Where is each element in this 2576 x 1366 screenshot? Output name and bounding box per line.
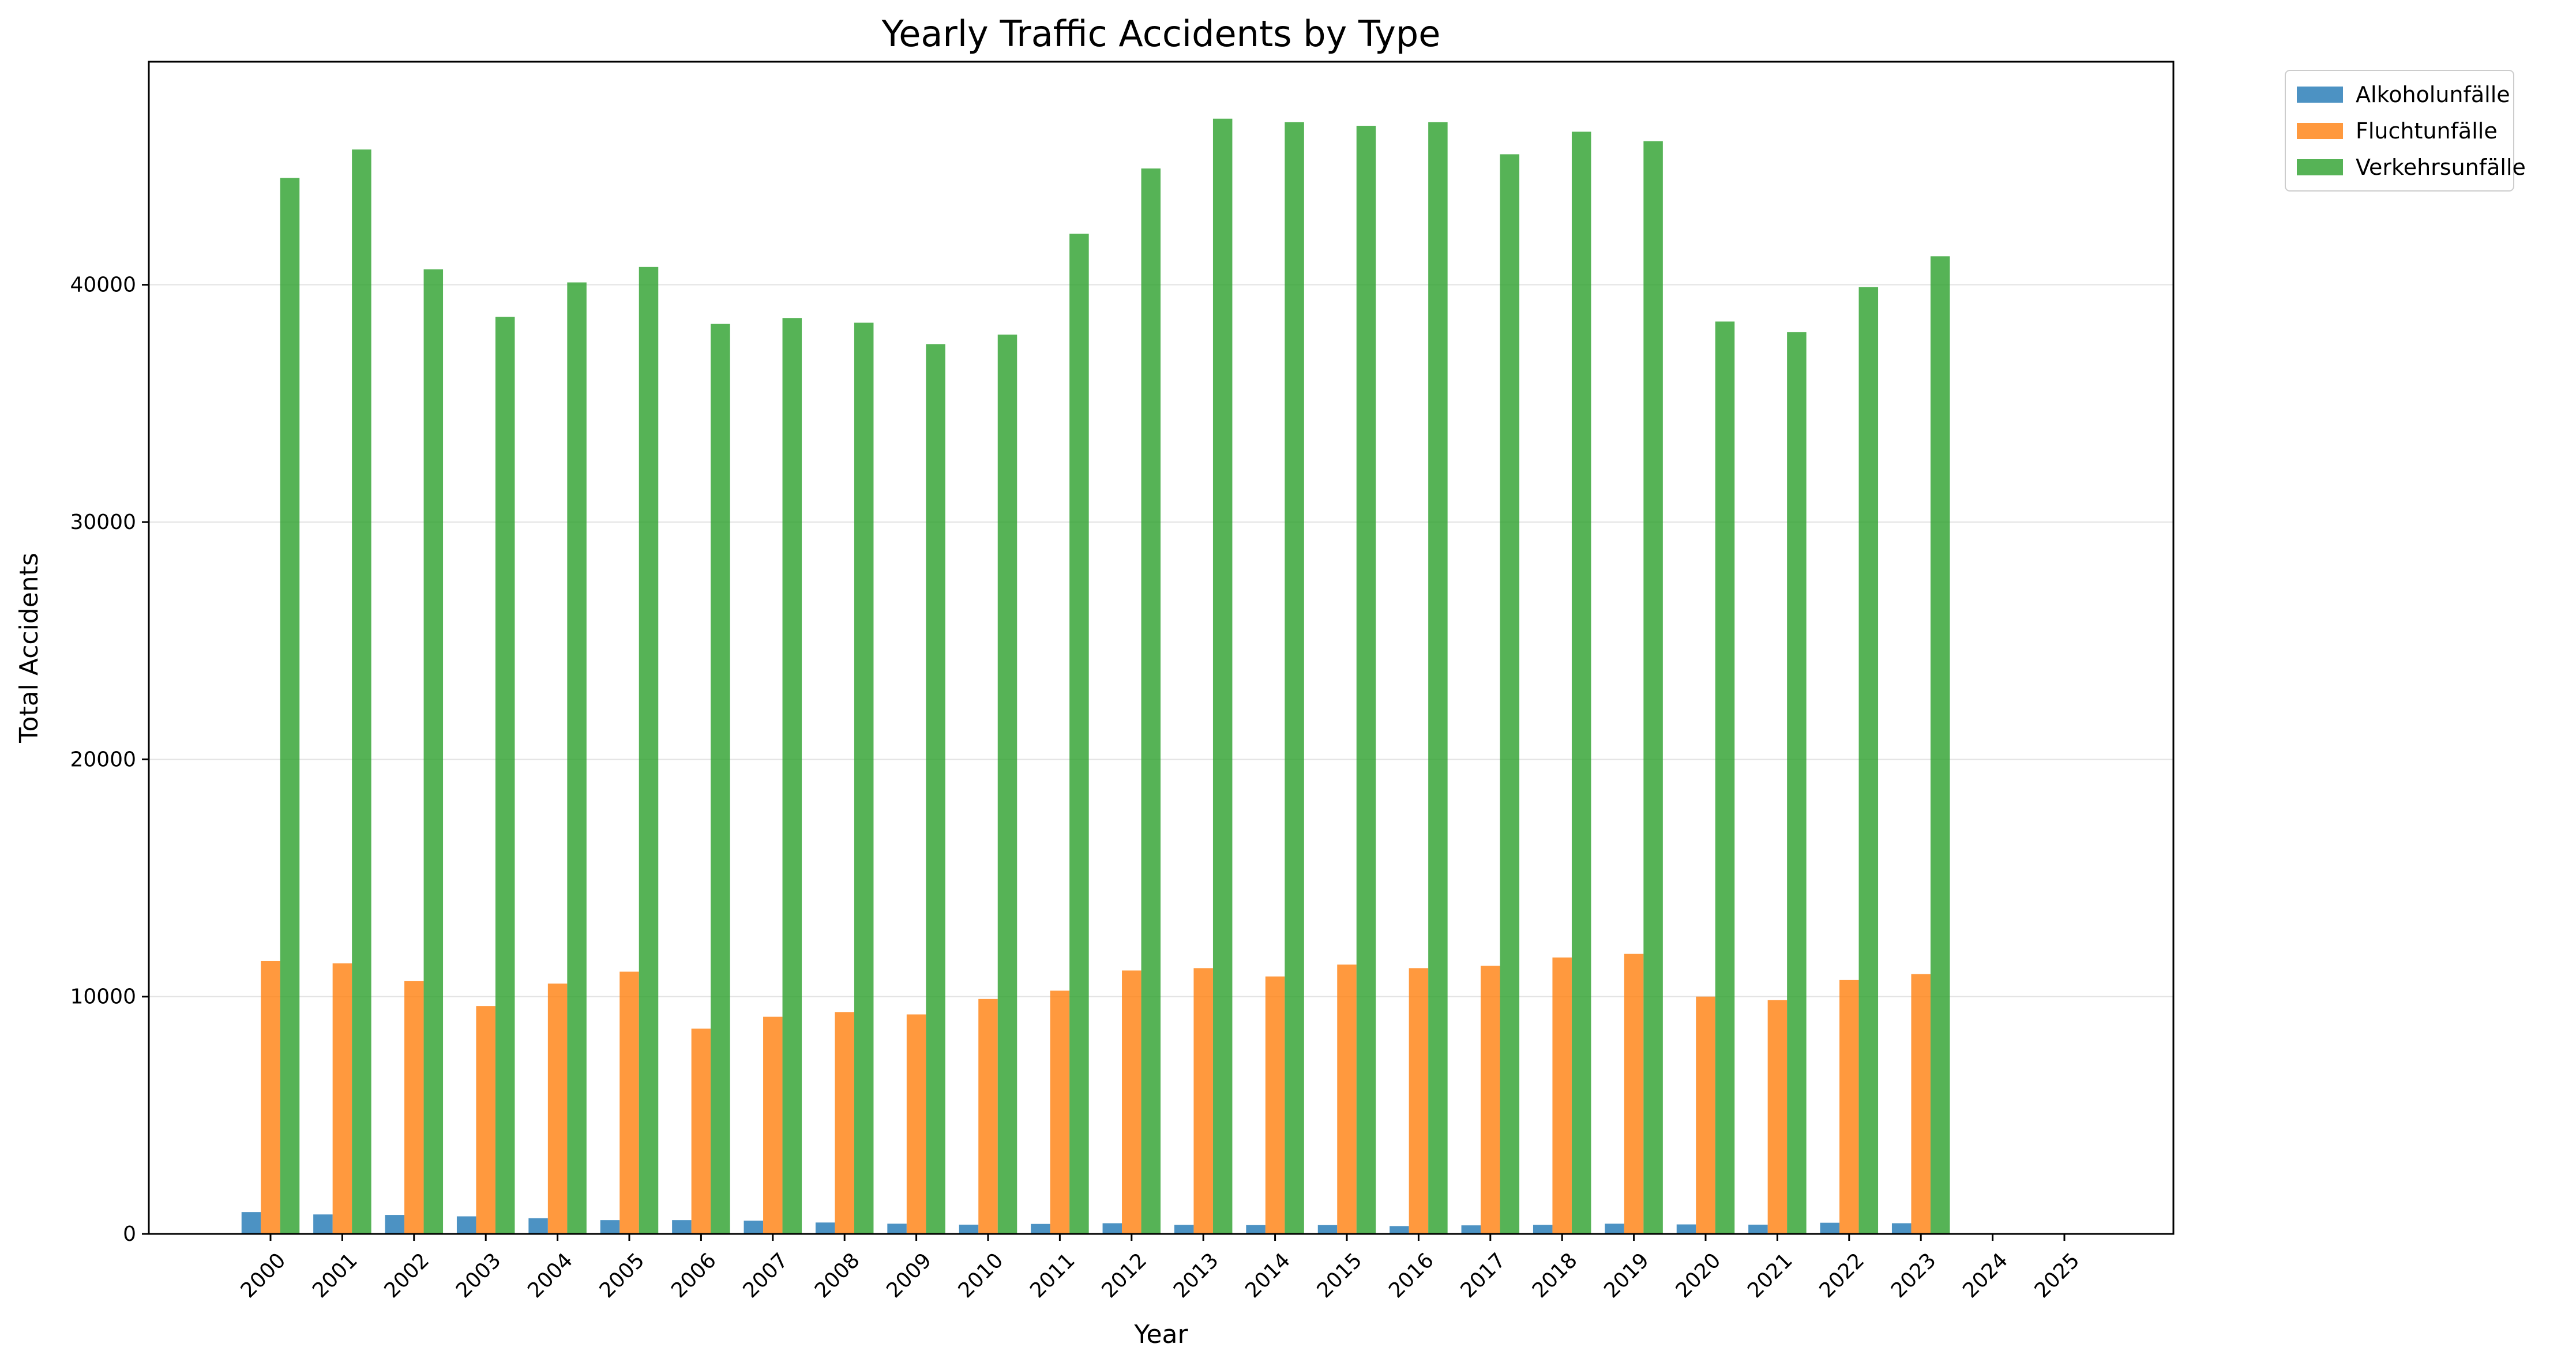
legend-label: Alkoholunfälle xyxy=(2356,82,2510,107)
legend-swatch xyxy=(2297,123,2343,139)
bar-Verkehrsunfälle-2008 xyxy=(854,322,874,1234)
bar-Alkoholunfälle-2017 xyxy=(1461,1225,1481,1234)
bar-Fluchtunfälle-2007 xyxy=(763,1016,783,1234)
bar-Fluchtunfälle-2004 xyxy=(547,984,568,1234)
bar-Alkoholunfälle-2021 xyxy=(1748,1224,1768,1234)
bar-Alkoholunfälle-2015 xyxy=(1317,1225,1338,1234)
x-axis-label: Year xyxy=(1133,1320,1188,1349)
bar-Verkehrsunfälle-2011 xyxy=(1069,234,1089,1234)
legend-swatch xyxy=(2297,159,2343,175)
bar-Alkoholunfälle-2005 xyxy=(600,1220,620,1234)
bar-Verkehrsunfälle-2009 xyxy=(926,344,945,1234)
bar-Alkoholunfälle-2009 xyxy=(887,1224,907,1234)
bar-Verkehrsunfälle-2005 xyxy=(639,267,659,1234)
chart-title: Yearly Traffic Accidents by Type xyxy=(881,13,1441,55)
bar-Verkehrsunfälle-2001 xyxy=(352,149,371,1234)
bar-Verkehrsunfälle-2000 xyxy=(280,178,300,1234)
bar-Alkoholunfälle-2022 xyxy=(1820,1222,1840,1234)
bar-Fluchtunfälle-2003 xyxy=(476,1006,495,1234)
y-tick-label: 40000 xyxy=(70,273,136,297)
legend-swatch xyxy=(2297,87,2343,103)
bar-Fluchtunfälle-2013 xyxy=(1193,968,1213,1234)
bar-Alkoholunfälle-2001 xyxy=(313,1214,333,1234)
bar-Alkoholunfälle-2002 xyxy=(385,1215,405,1234)
bar-Verkehrsunfälle-2020 xyxy=(1715,321,1735,1234)
bar-Alkoholunfälle-2012 xyxy=(1102,1223,1122,1234)
bar-Fluchtunfälle-2008 xyxy=(835,1012,854,1234)
legend-label: Fluchtunfälle xyxy=(2356,118,2498,144)
bar-Fluchtunfälle-2006 xyxy=(691,1029,711,1234)
y-tick-label: 10000 xyxy=(70,985,136,1009)
bars xyxy=(241,118,1950,1234)
y-tick-label: 0 xyxy=(123,1222,136,1246)
bar-Verkehrsunfälle-2003 xyxy=(495,317,515,1234)
bar-Fluchtunfälle-2001 xyxy=(332,963,352,1234)
legend: Alkoholunfälle Fluchtunfälle Verkehrsunfäl… xyxy=(2285,70,2526,192)
y-tick-label: 20000 xyxy=(70,748,136,771)
bar-Alkoholunfälle-2016 xyxy=(1390,1226,1409,1234)
bar-Fluchtunfälle-2011 xyxy=(1050,990,1070,1234)
bar-Alkoholunfälle-2003 xyxy=(456,1216,476,1234)
bar-Verkehrsunfälle-2018 xyxy=(1571,132,1591,1234)
bar-Alkoholunfälle-2013 xyxy=(1174,1225,1194,1234)
bar-Verkehrsunfälle-2017 xyxy=(1500,154,1520,1234)
bar-Verkehrsunfälle-2013 xyxy=(1212,118,1233,1234)
bar-Verkehrsunfälle-2006 xyxy=(711,324,730,1234)
bar-Fluchtunfälle-2014 xyxy=(1265,976,1285,1234)
bar-Verkehrsunfälle-2010 xyxy=(997,335,1017,1234)
series-1 xyxy=(261,954,1931,1234)
bar-Verkehrsunfälle-2004 xyxy=(567,282,587,1234)
bar-Verkehrsunfälle-2014 xyxy=(1285,122,1304,1234)
bar-Alkoholunfälle-2011 xyxy=(1031,1224,1050,1234)
bar-Alkoholunfälle-2018 xyxy=(1533,1225,1553,1234)
bar-Alkoholunfälle-2006 xyxy=(672,1220,692,1234)
bar-Fluchtunfälle-2012 xyxy=(1122,970,1141,1234)
bar-Alkoholunfälle-2023 xyxy=(1891,1223,1912,1234)
bar-Fluchtunfälle-2022 xyxy=(1839,980,1859,1234)
bar-Verkehrsunfälle-2002 xyxy=(423,269,444,1234)
bar-Verkehrsunfälle-2019 xyxy=(1643,141,1663,1234)
bar-Fluchtunfälle-2020 xyxy=(1696,996,1715,1234)
bar-Alkoholunfälle-2019 xyxy=(1605,1224,1624,1234)
bar-Alkoholunfälle-2008 xyxy=(815,1222,835,1234)
legend-label: Verkehrsunfälle xyxy=(2356,155,2526,180)
bar-Fluchtunfälle-2019 xyxy=(1624,954,1644,1234)
bar-Alkoholunfälle-2000 xyxy=(241,1212,261,1234)
series-0 xyxy=(241,1212,1912,1234)
bar-Fluchtunfälle-2023 xyxy=(1911,974,1931,1234)
bar-Verkehrsunfälle-2021 xyxy=(1787,332,1807,1234)
bar-Fluchtunfälle-2009 xyxy=(906,1014,926,1234)
bar-Fluchtunfälle-2005 xyxy=(619,971,639,1234)
bar-Fluchtunfälle-2000 xyxy=(261,960,280,1234)
bar-Fluchtunfälle-2015 xyxy=(1337,965,1357,1234)
bar-Fluchtunfälle-2016 xyxy=(1409,968,1429,1234)
bar-Alkoholunfälle-2010 xyxy=(959,1224,979,1234)
bar-Verkehrsunfälle-2016 xyxy=(1428,122,1448,1234)
bar-Verkehrsunfälle-2012 xyxy=(1141,168,1161,1234)
bar-Alkoholunfälle-2014 xyxy=(1246,1225,1266,1234)
bar-Alkoholunfälle-2004 xyxy=(528,1218,548,1234)
bar-Alkoholunfälle-2020 xyxy=(1676,1224,1696,1234)
bar-Fluchtunfälle-2017 xyxy=(1481,966,1500,1234)
bar-Verkehrsunfälle-2022 xyxy=(1858,287,1879,1234)
plot-frame xyxy=(148,61,2175,1235)
bar-Fluchtunfälle-2021 xyxy=(1767,1000,1788,1234)
bar-Fluchtunfälle-2002 xyxy=(404,981,424,1234)
y-axis-label: Total Accidents xyxy=(14,553,44,744)
y-axis: 0 10000 20000 30000 40000 xyxy=(70,273,149,1246)
bar-Verkehrsunfälle-2023 xyxy=(1930,256,1950,1234)
bar-Alkoholunfälle-2007 xyxy=(743,1220,764,1234)
bar-Verkehrsunfälle-2007 xyxy=(782,318,802,1234)
bar-Fluchtunfälle-2018 xyxy=(1552,957,1572,1234)
y-tick-label: 30000 xyxy=(70,511,136,534)
bar-Fluchtunfälle-2010 xyxy=(978,999,998,1234)
bar-Verkehrsunfälle-2015 xyxy=(1356,126,1376,1234)
series-2 xyxy=(280,118,1950,1234)
